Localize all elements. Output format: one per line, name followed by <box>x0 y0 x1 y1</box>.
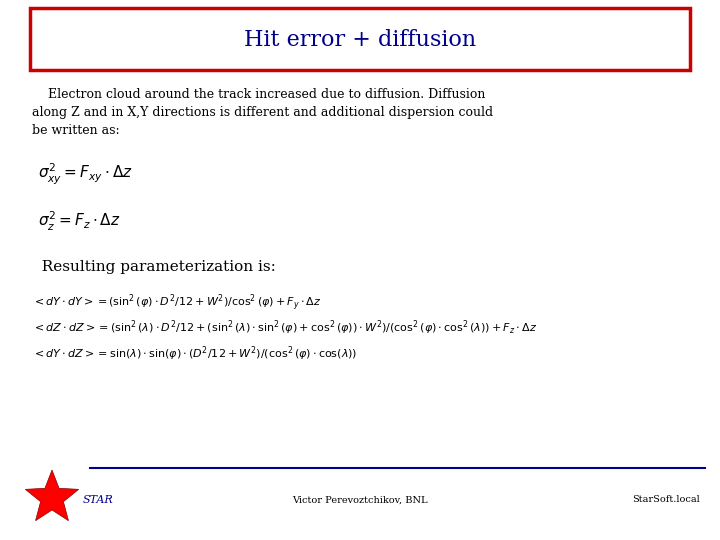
Text: Hit error + diffusion: Hit error + diffusion <box>244 29 476 51</box>
Text: $< dZ \cdot dZ >= (\sin^2(\lambda) \cdot D^2/12 + (\sin^2(\lambda)\cdot\sin^2(\v: $< dZ \cdot dZ >= (\sin^2(\lambda) \cdot… <box>32 318 537 336</box>
Text: $< dY \cdot dY >= (\sin^2(\varphi) \cdot D^2/12 + W^2)/\cos^2(\varphi) + F_y \cd: $< dY \cdot dY >= (\sin^2(\varphi) \cdot… <box>32 292 322 313</box>
Text: $< dY \cdot dZ >= \sin(\lambda) \cdot \sin(\varphi) \cdot (D^2/12 + W^2)/(\cos^2: $< dY \cdot dZ >= \sin(\lambda) \cdot \s… <box>32 344 357 362</box>
FancyBboxPatch shape <box>30 8 690 70</box>
Text: STAR: STAR <box>83 495 114 505</box>
Text: StarSoft.local: StarSoft.local <box>632 496 700 504</box>
Text: $\sigma^2_z = F_z \cdot \Delta z$: $\sigma^2_z = F_z \cdot \Delta z$ <box>38 210 121 233</box>
Text: Victor Perevoztchikov, BNL: Victor Perevoztchikov, BNL <box>292 496 428 504</box>
Polygon shape <box>25 470 78 521</box>
Text: Electron cloud around the track increased due to diffusion. Diffusion
along Z an: Electron cloud around the track increase… <box>32 88 493 137</box>
Text: Resulting parameterization is:: Resulting parameterization is: <box>32 260 276 274</box>
Text: $\sigma^2_{xy} = F_{xy} \cdot \Delta z$: $\sigma^2_{xy} = F_{xy} \cdot \Delta z$ <box>38 162 132 187</box>
